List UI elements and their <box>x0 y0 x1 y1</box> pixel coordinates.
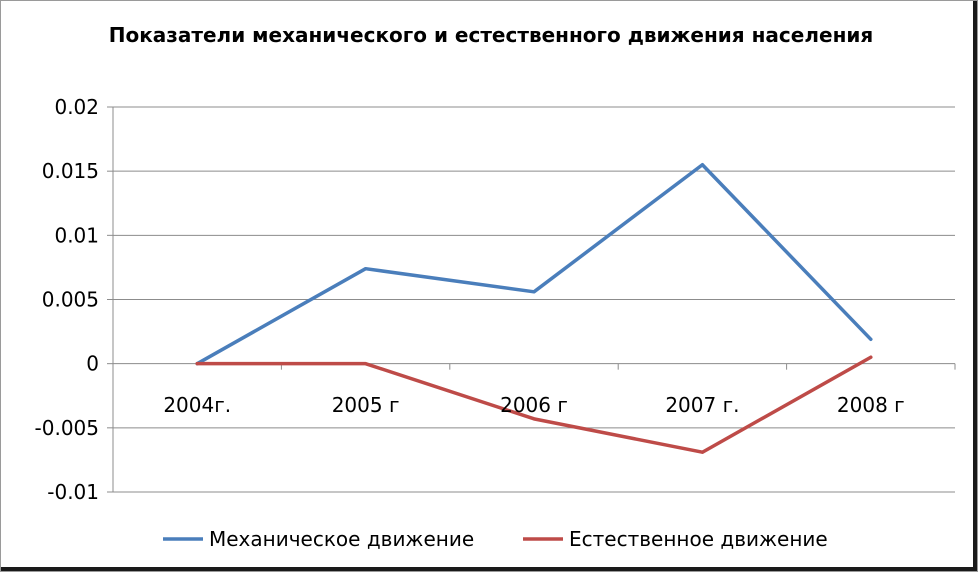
y-tick-label: 0.02 <box>54 95 99 119</box>
y-tick-label: 0.01 <box>54 223 99 247</box>
data-point <box>700 163 704 167</box>
x-tick-label: 2007 г. <box>665 393 739 417</box>
legend-label: Естественное движение <box>569 527 828 551</box>
x-tick-label: 2006 г <box>500 393 568 417</box>
y-tick-label: 0.005 <box>42 288 99 312</box>
data-point <box>700 450 704 454</box>
x-tick-label: 2008 г <box>837 393 905 417</box>
y-tick-label: 0 <box>86 352 99 376</box>
gridlines <box>113 106 955 493</box>
y-axis-tick-labels: 0.02 0.015 0.01 0.005 0 -0.005 -0.01 <box>35 95 99 504</box>
data-point <box>869 337 873 341</box>
data-point <box>364 362 368 366</box>
data-point <box>195 362 199 366</box>
x-axis-tick-labels: 2004г. 2005 г 2006 г 2007 г. 2008 г <box>163 393 904 417</box>
data-point <box>532 290 536 294</box>
series-line-0 <box>195 163 873 366</box>
data-point <box>532 417 536 421</box>
y-tick-label: 0.015 <box>42 159 99 183</box>
y-tick-label: -0.005 <box>35 416 99 440</box>
y-tick-label: -0.01 <box>47 480 99 504</box>
legend: Механическое движение Естественное движен… <box>163 527 828 551</box>
series-lines <box>195 163 873 454</box>
chart-title: Показатели механического и естественного… <box>109 23 874 47</box>
x-tick-label: 2005 г <box>332 393 400 417</box>
x-tick-label: 2004г. <box>163 393 231 417</box>
axes <box>107 106 956 493</box>
data-point <box>364 267 368 271</box>
legend-label: Механическое движение <box>209 527 474 551</box>
data-point <box>869 355 873 359</box>
